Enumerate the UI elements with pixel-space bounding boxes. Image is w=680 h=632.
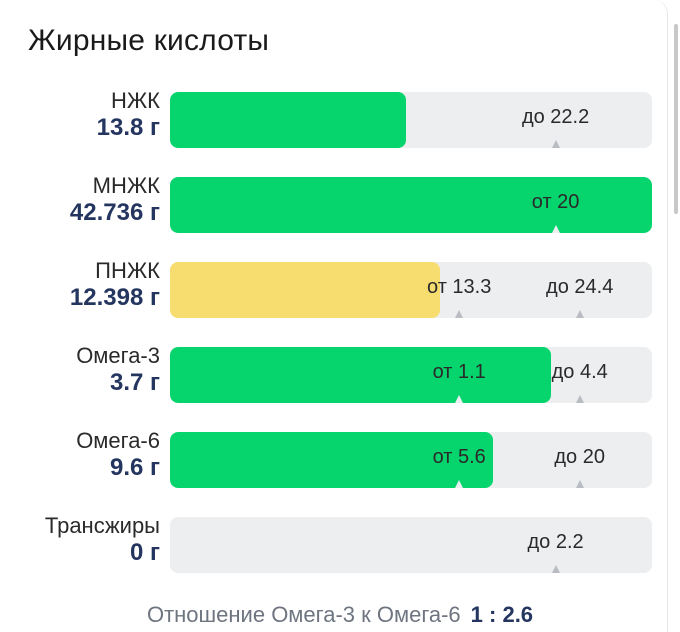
progress-fill [170,177,652,233]
row-label: Трансжиры 0 г [0,513,160,567]
marker-triangle-icon [575,480,584,488]
nutrient-name: МНЖК [92,173,160,198]
norm-marker-label: до 22.2 [521,106,590,128]
nutrient-name: Трансжиры [44,513,160,538]
marker-triangle-icon [575,310,584,318]
marker-triangle-icon [455,395,464,403]
row-label: Омега-3 3.7 г [0,343,160,397]
row-label: Омега-6 9.6 г [0,428,160,482]
row-label: МНЖК 42.736 г [0,173,160,227]
marker-triangle-icon [551,140,560,148]
nutrient-amount: 9.6 г [109,454,160,481]
progress-track: от 20 [170,177,652,233]
nutrient-name: Омега-6 [76,428,160,453]
row-label: НЖК 13.8 г [0,88,160,142]
norm-marker-label: от 20 [531,191,580,213]
progress-track: до 2.2 [170,517,652,573]
progress-track: от 13.3 до 24.4 [170,262,652,318]
progress-track: до 22.2 [170,92,652,148]
card-title: Жирные кислоты [28,24,270,57]
nutrient-amount: 12.398 г [69,284,160,311]
omega-ratio-value: 1 : 2.6 [470,602,534,627]
nutrient-amount: 42.736 г [69,199,160,226]
nutrient-amount: 0 г [129,539,160,566]
nutrient-amount: 13.8 г [96,114,160,141]
marker-triangle-icon [575,395,584,403]
fatty-acid-row: Омега-6 9.6 г от 5.6 до 20 [0,428,660,488]
marker-triangle-icon [455,480,464,488]
fatty-acid-row: Трансжиры 0 г до 2.2 [0,513,660,573]
progress-fill [170,432,493,488]
progress-track: от 5.6 до 20 [170,432,652,488]
marker-triangle-icon [455,310,464,318]
marker-triangle-icon [551,225,560,233]
nutrient-name: Омега-3 [76,343,160,368]
norm-marker-label: от 13.3 [427,276,492,298]
progress-track: от 1.1 до 4.4 [170,347,652,403]
nutrient-amount: 3.7 г [109,369,160,396]
scrollbar[interactable] [674,24,678,214]
fatty-acid-row: МНЖК 42.736 г от 20 [0,173,660,233]
norm-marker-label: до 20 [554,446,605,468]
norm-marker-label: до 24.4 [546,276,614,298]
norm-marker-label: до 2.2 [527,531,584,553]
omega-ratio: Отношение Омега-3 к Омега-6 1 : 2.6 [0,602,680,628]
progress-fill [170,347,551,403]
marker-triangle-icon [551,565,560,573]
row-label: ПНЖК 12.398 г [0,258,160,312]
norm-marker-label: от 5.6 [432,446,486,468]
norm-marker-label: от 1.1 [432,361,486,383]
nutrient-name: ПНЖК [95,258,160,283]
nutrient-name: НЖК [110,88,160,113]
progress-fill [170,92,407,148]
norm-marker-label: до 4.4 [551,361,608,383]
fatty-acid-row: Омега-3 3.7 г от 1.1 до 4.4 [0,343,660,403]
fatty-acid-row: ПНЖК 12.398 г от 13.3 до 24.4 [0,258,660,318]
progress-fill [170,262,440,318]
fatty-acid-row: НЖК 13.8 г до 22.2 [0,88,660,148]
omega-ratio-label: Отношение Омега-3 к Омега-6 [146,602,461,627]
